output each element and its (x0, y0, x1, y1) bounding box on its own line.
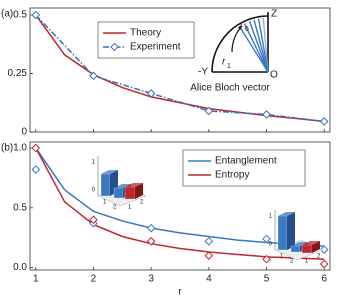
y-tick-label: 1.0 (13, 143, 27, 154)
bar-3d-side (287, 212, 295, 250)
bloch-vector (253, 19, 269, 73)
data-point (204, 106, 214, 116)
data-point (31, 143, 41, 153)
data-point (31, 165, 41, 174)
bar-3d-front (301, 244, 313, 254)
inset-row-label: 2 (290, 259, 294, 265)
x-tick-label: 4 (206, 274, 212, 285)
bloch-vector (262, 18, 269, 73)
data-point (146, 223, 156, 233)
inset-col-label: 2 (140, 200, 144, 206)
inset-col-label: 1 (305, 259, 309, 265)
y-tick-label: 0.5 (13, 202, 27, 213)
data-point (146, 236, 156, 246)
data-point (89, 71, 98, 81)
bar-3d-top (302, 241, 320, 245)
y-tick-label: 0.0 (13, 262, 27, 273)
bloch-vector (238, 25, 269, 73)
legend-label: Entanglement (215, 156, 277, 167)
inset-col-label: 1 (128, 205, 132, 211)
series-line (35, 14, 325, 123)
inset-z-label: 1 (92, 160, 96, 166)
r-label: r (222, 57, 226, 68)
inset-z-label: 1 (269, 214, 273, 220)
y-tick-label: 0.5 (13, 10, 27, 21)
panel-label: (b) (1, 143, 13, 154)
r-label-sub: 1 (227, 63, 231, 70)
bar-3d-side (135, 183, 143, 199)
x-tick-label: 1 (33, 274, 39, 285)
y-tick-label: 0.25 (8, 68, 28, 79)
legend-label: Entropy (215, 170, 249, 181)
r-label: r (240, 20, 244, 31)
bar-3d-top (125, 183, 143, 187)
bloch-vector (257, 18, 269, 73)
x-tick-label: 2 (91, 274, 97, 285)
y-tick-label: 0 (21, 127, 27, 138)
x-tick-label: 6 (321, 274, 327, 285)
bloch-arc (211, 15, 269, 73)
plot-frame (29, 141, 331, 271)
data-point (31, 10, 41, 20)
data-point (262, 254, 271, 264)
panel-label: (a) (1, 9, 13, 20)
series-line (35, 147, 325, 247)
inset-row-label: 2 (113, 205, 117, 211)
data-point (319, 117, 329, 126)
bloch-label: -Y (198, 67, 208, 78)
bar-3d-front (290, 245, 301, 253)
legend-label: Experiment (130, 42, 181, 53)
bar-3d-top (278, 212, 295, 216)
bar-3d-top (291, 242, 308, 246)
series-line (35, 147, 325, 260)
legend-box (97, 21, 195, 59)
bloch-label: O (270, 70, 278, 81)
bar-3d-front (100, 173, 111, 197)
plot-frame (29, 7, 331, 133)
inset-row-label: 1 (103, 200, 107, 206)
x-axis-label: r (178, 287, 182, 298)
legend-marker (110, 42, 119, 52)
bloch-vector (248, 21, 269, 73)
arrow-head (238, 26, 242, 30)
data-point (146, 89, 156, 98)
inset-z-label: 0 (269, 242, 273, 248)
legend-box (182, 149, 306, 187)
data-point (89, 215, 98, 225)
inset-row-label: 1 (280, 254, 284, 260)
bar-3d-top (101, 170, 118, 174)
x-tick-label: 5 (264, 274, 270, 285)
data-point (204, 251, 214, 260)
data-point (204, 236, 214, 246)
inset-col-label: 2 (317, 254, 321, 260)
bar-3d-front (277, 215, 288, 251)
inset-z-label: 0 (92, 188, 96, 194)
bar-3d-top (114, 184, 131, 188)
bloch-title: Alice Bloch vector (190, 83, 270, 94)
legend-label: Theory (130, 28, 161, 39)
data-point (319, 245, 329, 254)
data-point (262, 110, 271, 119)
data-point (262, 234, 271, 244)
bloch-label: Z (271, 9, 277, 20)
data-point (319, 259, 329, 269)
bloch-vector (243, 23, 269, 73)
x-tick-label: 3 (148, 274, 154, 285)
bar-3d-side (312, 241, 320, 253)
r-label-sub: 6 (245, 26, 249, 33)
bar-3d-front (124, 186, 136, 200)
bar-3d-front (113, 187, 124, 199)
